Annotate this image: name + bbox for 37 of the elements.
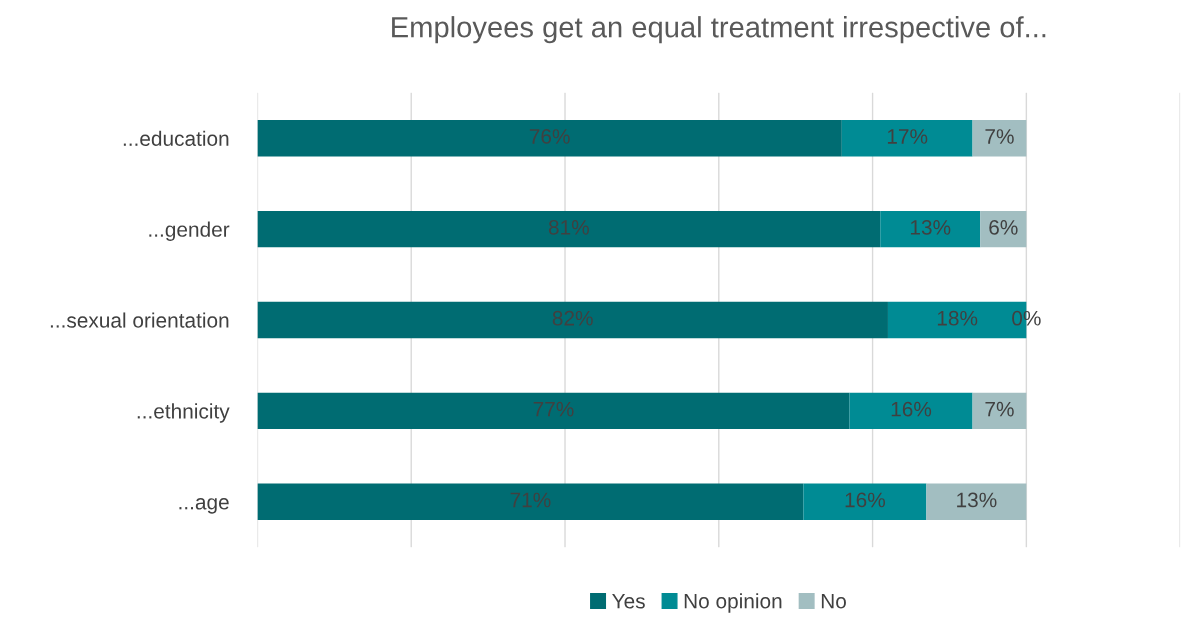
data-label: 18% xyxy=(937,310,978,326)
data-label: 17% xyxy=(887,129,928,144)
y-tick-label: ...sexual orientation xyxy=(50,312,229,328)
data-label: 16% xyxy=(845,492,885,508)
bar xyxy=(803,483,927,520)
data-label: 16% xyxy=(891,401,932,417)
data-label: 13% xyxy=(910,219,951,235)
bar xyxy=(980,210,1027,248)
data-label: 6% xyxy=(989,219,1018,235)
bar xyxy=(849,392,973,430)
data-label: 81% xyxy=(548,219,589,235)
bar xyxy=(257,392,850,430)
bar xyxy=(841,120,973,157)
data-label: 7% xyxy=(985,129,1014,144)
bar xyxy=(972,120,1027,157)
y-tick-label: ...education xyxy=(123,130,229,146)
bar xyxy=(972,392,1027,430)
legend-label: Yes xyxy=(612,593,645,609)
legend-label: No opinion xyxy=(684,593,782,613)
bar xyxy=(257,301,888,339)
data-label: 7% xyxy=(985,401,1014,417)
data-label: 77% xyxy=(533,401,574,417)
bar xyxy=(257,120,842,157)
y-tick-label: ...ethnicity xyxy=(137,403,230,423)
data-label: 71% xyxy=(510,492,551,508)
data-label: 13% xyxy=(957,492,997,508)
legend-label: No xyxy=(821,593,846,609)
bar xyxy=(880,210,981,248)
y-tick-label: ...age xyxy=(179,498,229,514)
bar xyxy=(257,483,804,520)
data-label: 82% xyxy=(552,310,593,326)
data-label: 0% xyxy=(1012,310,1041,326)
y-tick-label: ...gender xyxy=(149,221,230,241)
data-label: 76% xyxy=(529,129,570,144)
chart-title: Employees get an equal treatment irrespective of... xyxy=(392,16,1046,44)
bar xyxy=(257,210,881,248)
bar xyxy=(926,483,1027,520)
